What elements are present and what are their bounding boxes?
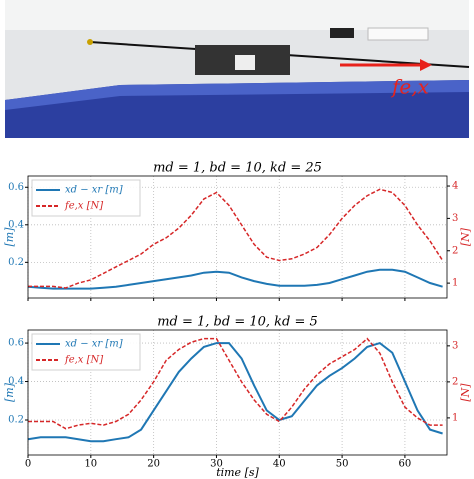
socket	[330, 28, 354, 38]
y2-tick-label: 1	[452, 278, 458, 289]
y-tick-label: 0.6	[8, 338, 24, 349]
legend-label: xd − xr [m]	[65, 339, 123, 350]
series-line	[27, 268, 443, 290]
y-tick-label: 0.4	[8, 376, 24, 387]
x-tick-label: 10	[84, 459, 97, 470]
legend-label: fe,x [N]	[64, 355, 103, 366]
y-tick-label: 0.6	[8, 182, 24, 193]
y2-tick-label: 2	[452, 376, 458, 387]
legend-box	[31, 333, 141, 371]
y2-axis-label: [N]	[459, 227, 472, 246]
x-tick-label: 60	[399, 459, 412, 470]
y-tick-label: 0.2	[8, 415, 24, 426]
ceiling	[5, 0, 469, 30]
robot-part	[235, 55, 255, 70]
y-axis-label: [m]	[3, 382, 16, 402]
photo: fe,x	[5, 0, 470, 138]
legend-box	[31, 179, 141, 217]
y-axis-label: [m]	[3, 227, 16, 247]
y2-tick-label: 3	[452, 340, 458, 351]
mat-edge	[5, 80, 469, 110]
x-axis-label: time [s]	[216, 466, 259, 479]
plot-frame	[27, 175, 448, 299]
legend-label: xd − xr [m]	[65, 185, 123, 196]
y2-axis-label: [N]	[459, 383, 472, 402]
x-tick-label: 0	[25, 459, 31, 470]
outlets	[367, 27, 429, 41]
y2-tick-label: 1	[452, 412, 458, 423]
y-tick-label: 0.4	[8, 219, 24, 230]
series-line	[28, 188, 444, 289]
arrow-head	[420, 59, 432, 71]
legend-label: fe,x [N]	[64, 201, 103, 212]
x-tick-label: 20	[147, 459, 160, 470]
chart-title: md = 1, bd = 10, kd = 25	[153, 161, 322, 176]
y-tick-label: 0.2	[8, 257, 24, 268]
y2-tick-label: 4	[452, 181, 458, 192]
x-tick-label: 50	[336, 459, 349, 470]
chart-title: md = 1, bd = 10, kd = 5	[157, 315, 318, 330]
plot-frame	[27, 329, 448, 456]
y2-tick-label: 2	[452, 245, 458, 256]
x-tick-label: 40	[273, 459, 286, 470]
force-label: fe,x	[390, 75, 429, 99]
series-line	[28, 337, 443, 430]
y2-tick-label: 3	[452, 213, 458, 224]
rod-tip	[87, 39, 93, 45]
x-tick-label: 30	[210, 459, 223, 470]
